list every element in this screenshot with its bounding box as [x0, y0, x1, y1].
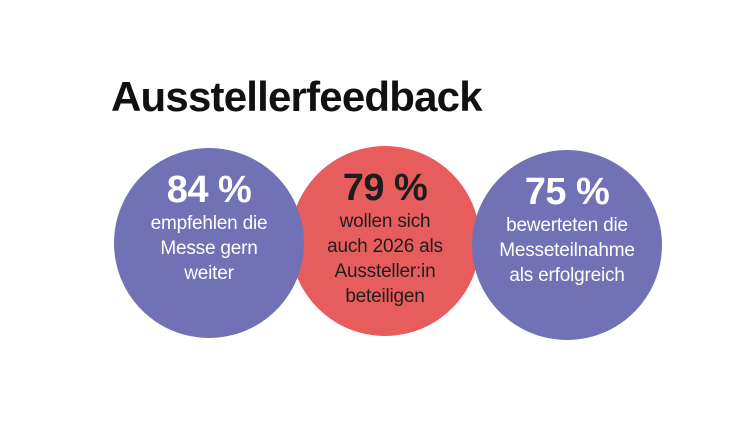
stat-value: 75 % [524, 171, 610, 213]
stat-label-line: empfehlen die [150, 212, 268, 234]
stat-label-line: beteiligen [345, 285, 425, 307]
stat-label-line: Messe gern [160, 237, 258, 259]
stat-label-line: auch 2026 als [327, 235, 443, 257]
page-title: Ausstellerfeedback [111, 73, 483, 120]
stat-value: 84 % [166, 169, 252, 211]
stat-label-line: weiter [184, 262, 234, 284]
stat-circle-79-percent: 79 % wollen sich auch 2026 als Ausstelle… [290, 146, 480, 336]
stat-label-line: Messeteilnahme [499, 239, 635, 261]
stat-circle-84-percent: 84 % empfehlen die Messe gern weiter [114, 148, 304, 338]
stat-label-line: bewerteten die [506, 214, 628, 236]
stat-circle-75-percent: 75 % bewerteten die Messeteilnahme als e… [472, 150, 662, 340]
stat-label-line: Aussteller:in [334, 260, 436, 282]
stat-label-line: wollen sich [339, 210, 431, 232]
stat-label-line: als erfolgreich [509, 264, 625, 286]
stat-value: 79 % [342, 167, 428, 209]
